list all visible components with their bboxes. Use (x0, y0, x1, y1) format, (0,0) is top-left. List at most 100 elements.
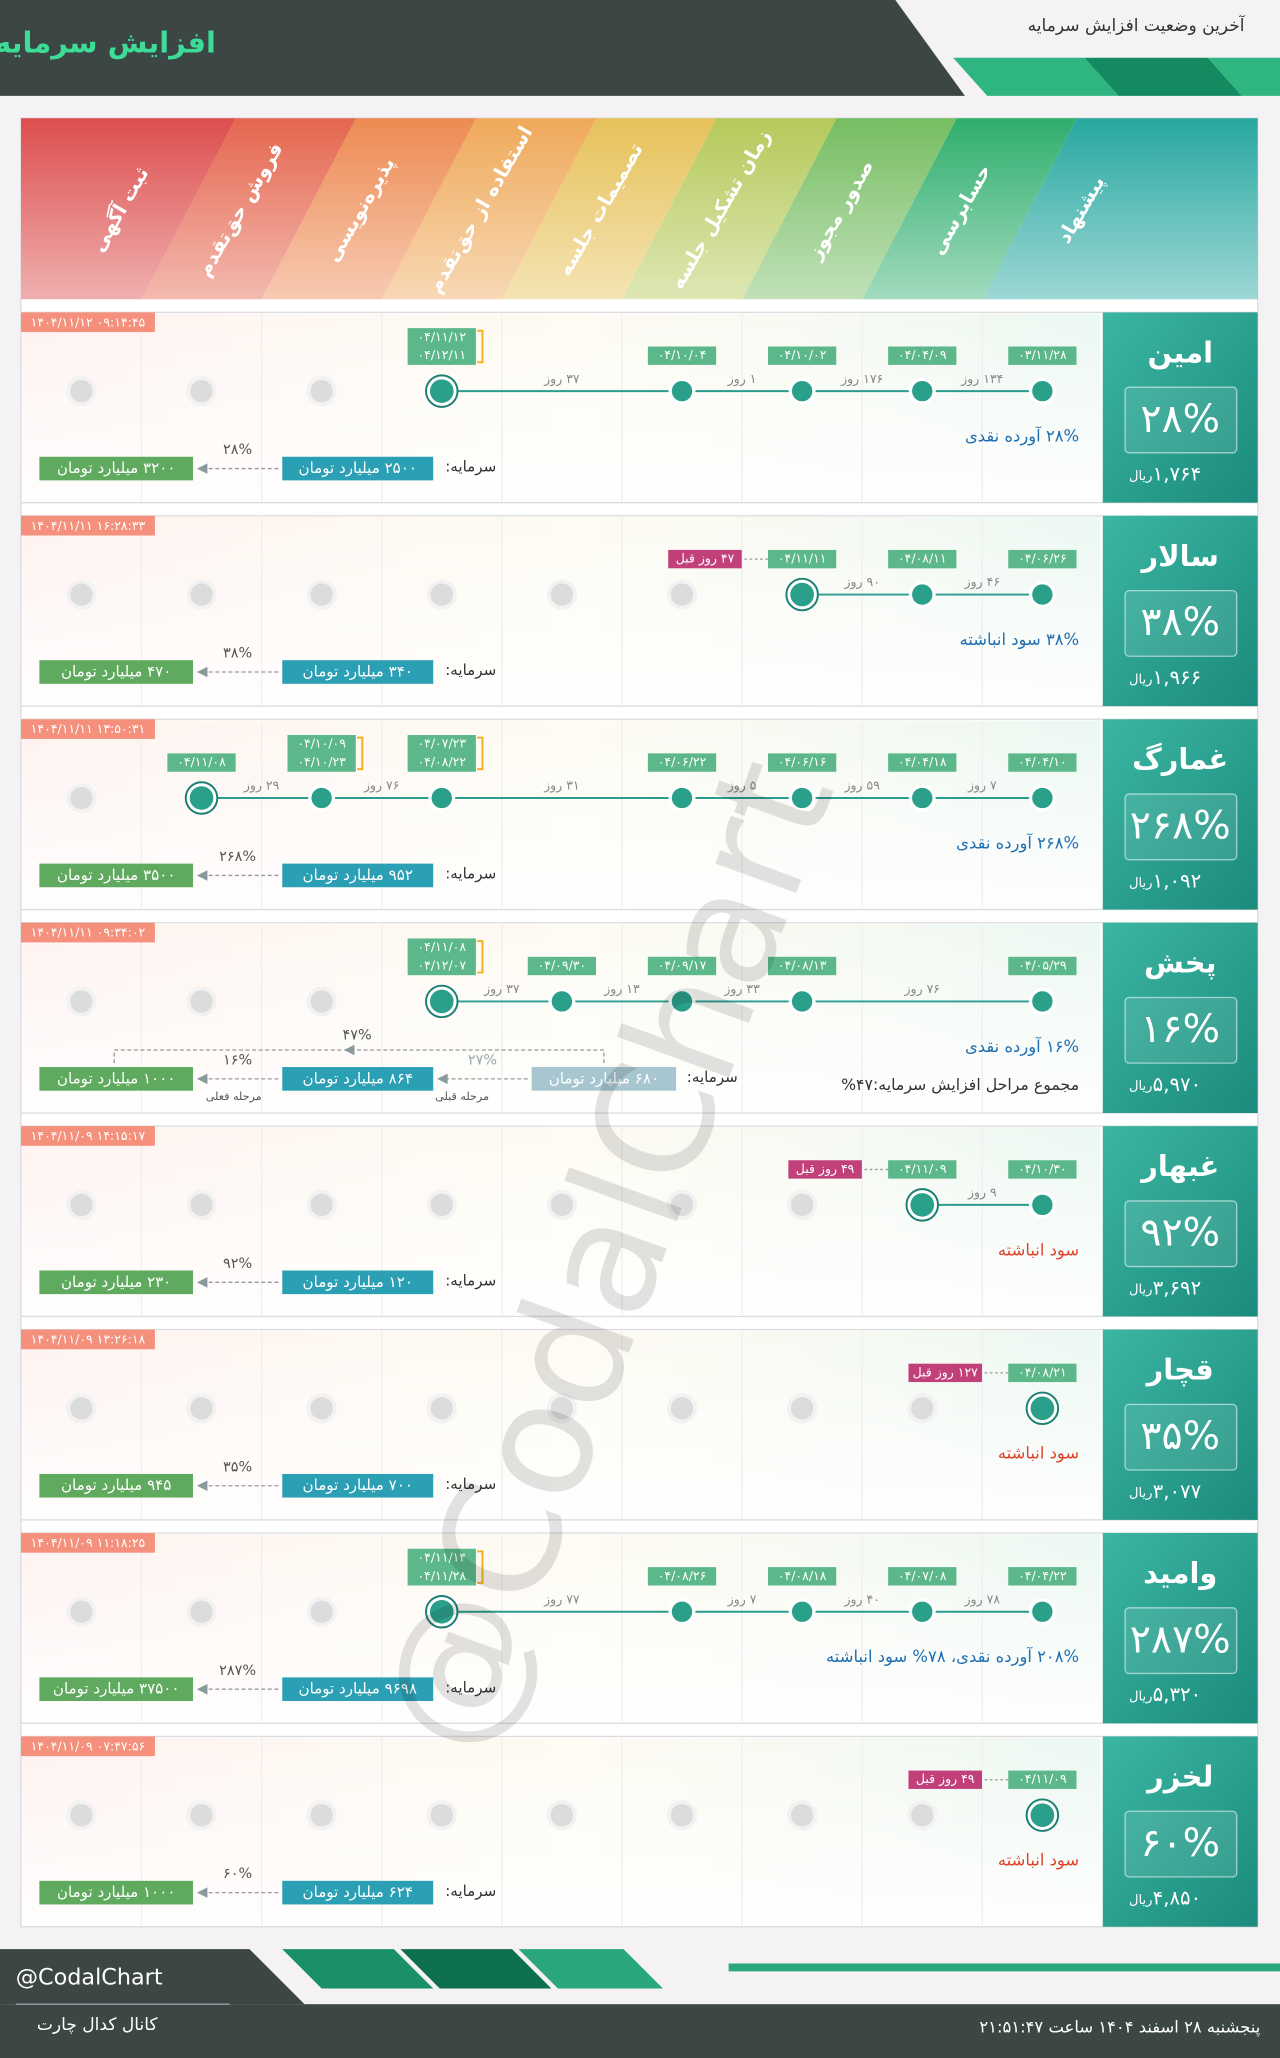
since-tag (908, 1363, 982, 1383)
gap-label: ۷ روز (967, 778, 997, 794)
empty-stage (426, 1800, 457, 1831)
new-capital (39, 1880, 193, 1905)
arrow-percent: ۲۷% (468, 1053, 497, 1069)
current-capital (282, 1880, 434, 1905)
date: ۰۴/۰۸/۱۳ (778, 958, 827, 973)
stage-caption: مرحله قبلی (435, 1090, 489, 1103)
timestamp-tag (21, 1126, 155, 1146)
footer-stripe (400, 1949, 552, 1989)
since-tag (788, 1160, 862, 1179)
date-tag (768, 1567, 837, 1586)
company-name: امین (1147, 335, 1213, 369)
new-capital-text: ۱۰۰۰ میلیارد تومان (57, 1883, 175, 1901)
company-price: ۱,۹۶۶ (1153, 666, 1202, 689)
date-tag (647, 956, 717, 976)
empty-stage (186, 579, 217, 610)
date-tag (407, 938, 476, 976)
arrow-head (437, 1073, 448, 1085)
gap-label: ۳۷ روز (543, 371, 580, 387)
timestamp-tag (21, 719, 155, 739)
company-percent: ۳۵% (1140, 1413, 1220, 1459)
step (1028, 1598, 1056, 1626)
date: ۰۴/۱۱/۰۸ (417, 939, 466, 954)
company-price: ۵,۳۲۰ (1153, 1683, 1202, 1706)
date: ۰۴/۰۹/۳۰ (538, 958, 587, 973)
percent-box (1124, 386, 1238, 454)
arrow-head (196, 666, 208, 678)
company-price: ۵,۹۷۰ (1153, 1073, 1202, 1096)
company-price: ۳,۰۷۷ (1153, 1480, 1202, 1503)
empty-stage (66, 986, 97, 1017)
currency-unit: ریال (1129, 1690, 1153, 1705)
current-step (790, 582, 814, 607)
timestamp-tag (21, 1533, 155, 1553)
footer-date: پنجشنبه ۲۸ اسفند ۱۴۰۴ ساعت ۲۱:۵۱:۴۷ (979, 2017, 1260, 2037)
current-capital (282, 1473, 434, 1498)
empty-stage (907, 1393, 938, 1424)
company-percent: ۱۶% (1140, 1006, 1220, 1052)
current-step (189, 786, 214, 810)
empty-stage (666, 1189, 698, 1220)
since-tag (908, 1770, 982, 1789)
gap-label: ۴۰ روز (843, 1591, 879, 1607)
note: سود انباشته (998, 1240, 1079, 1260)
date-tag (287, 735, 356, 772)
date: ۰۴/۰۴/۰۹ (898, 347, 947, 362)
date: ۰۴/۱۲/۱۱ (417, 347, 466, 362)
date: ۰۴/۱۱/۲۸ (417, 1568, 466, 1583)
empty-stage (787, 1800, 818, 1831)
footer-band (0, 2004, 1280, 2058)
footer-stripe (282, 1949, 434, 1989)
step (788, 784, 816, 812)
current-step (429, 989, 454, 1014)
empty-stage (186, 1596, 217, 1627)
company-name: وامید (1143, 1556, 1217, 1590)
new-capital (39, 863, 193, 888)
empty-stage (306, 1189, 337, 1220)
new-capital-text: ۴۷۰ میلیارد تومان (61, 663, 171, 681)
capital-label: سرمایه: (445, 865, 496, 883)
timestamp: ۱۴۰۴/۱۱/۰۹ ۰۷:۴۷:۵۶ (31, 1738, 146, 1753)
current-capital-text: ۹۵۲ میلیارد تومان (303, 866, 413, 884)
note: ۲۸% آورده نقدی (965, 427, 1079, 447)
empty-stage (306, 1596, 337, 1627)
arrow-head (196, 1887, 208, 1898)
percent-box (1124, 996, 1238, 1064)
arrow-head (196, 463, 208, 474)
page-title: افزایش سرمایه (0, 26, 216, 60)
new-capital-text: ۳۷۵۰۰ میلیارد تومان (53, 1680, 180, 1698)
empty-stage (66, 782, 97, 814)
empty-stage (666, 1393, 698, 1424)
gap-label: ۱۳ روز (603, 981, 640, 997)
date: ۰۴/۰۸/۲۶ (658, 1568, 707, 1583)
date-tag (527, 956, 597, 976)
empty-stage (186, 1189, 217, 1220)
company-box (1102, 1533, 1258, 1724)
timestamp: ۱۴۰۴/۱۱/۰۹ ۱۳:۲۶:۱۸ (31, 1332, 146, 1347)
currency-unit: ریال (1129, 1893, 1153, 1908)
company-box (1102, 1126, 1258, 1317)
date-bracket (477, 940, 484, 974)
company-price: ۱,۷۶۴ (1153, 463, 1202, 486)
company-price: ۳,۶۹۲ (1153, 1276, 1202, 1299)
step (1028, 1191, 1056, 1219)
header-band (0, 0, 965, 96)
current-step (429, 1599, 454, 1624)
current-step (1030, 1803, 1055, 1827)
company-name: غمارگ (1132, 742, 1228, 776)
header-stripe (1207, 57, 1280, 96)
capital-label: سرمایه: (445, 1272, 496, 1290)
arrow-percent: ۳۵% (223, 1459, 252, 1475)
empty-stage (186, 1393, 217, 1424)
company-percent: ۲۸% (1140, 396, 1220, 442)
date-bracket (477, 1550, 484, 1584)
gap-label: ۴۶ روز (964, 574, 1000, 590)
company-percent: ۲۸۷% (1130, 1616, 1231, 1662)
current-capital (282, 1677, 434, 1701)
step (668, 987, 696, 1015)
timestamp: ۱۴۰۴/۱۱/۱۱ ۱۳:۵۰:۳۱ (31, 721, 146, 736)
date-bracket (477, 329, 484, 364)
footer-stripe (518, 1949, 663, 1989)
